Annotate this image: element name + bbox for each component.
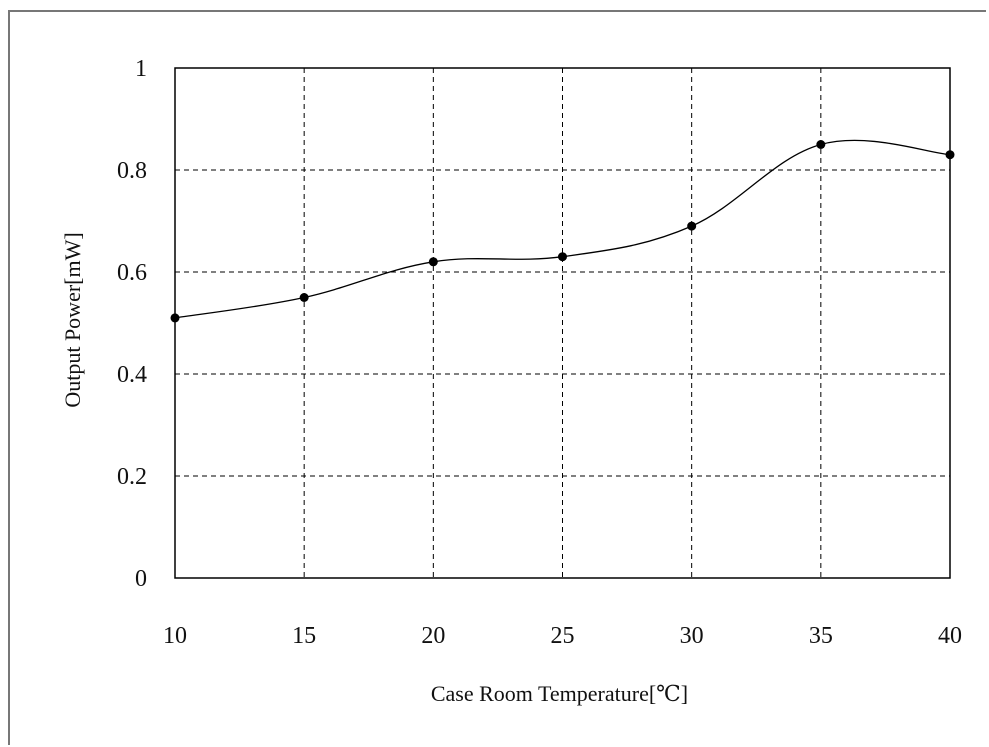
x-tick-label: 40 (938, 623, 962, 649)
y-tick-labels: 0 0.2 0.4 0.6 0.8 1 (117, 56, 147, 592)
x-tick-label: 20 (421, 623, 445, 649)
x-tick-label: 30 (680, 623, 704, 649)
data-point (558, 252, 567, 262)
y-tick-label: 0.8 (117, 158, 147, 184)
data-point (299, 293, 309, 302)
data-point (687, 221, 697, 231)
grid-lines (175, 68, 950, 578)
plot-area (174, 67, 951, 579)
x-tick-label: 35 (809, 623, 833, 649)
data-point (816, 140, 826, 149)
data-point (945, 150, 955, 160)
series-group (170, 139, 955, 323)
x-tick-label: 10 (163, 623, 187, 649)
y-tick-label: 1 (135, 56, 147, 82)
x-tick-label: 25 (551, 623, 575, 649)
y-axis-label: Output Power[mW] (60, 232, 85, 407)
data-point (428, 257, 438, 267)
y-tick-label: 0.6 (117, 260, 147, 286)
x-axis-label: Case Room Temperature[℃] (431, 681, 688, 706)
y-tick-label: 0.2 (117, 464, 147, 490)
x-tick-labels: 10 15 20 25 30 35 40 (163, 623, 962, 649)
y-tick-label: 0 (135, 566, 147, 592)
data-point (170, 313, 180, 323)
x-tick-label: 15 (292, 623, 316, 649)
y-tick-label: 0.4 (117, 362, 147, 388)
chart-frame (8, 10, 986, 745)
